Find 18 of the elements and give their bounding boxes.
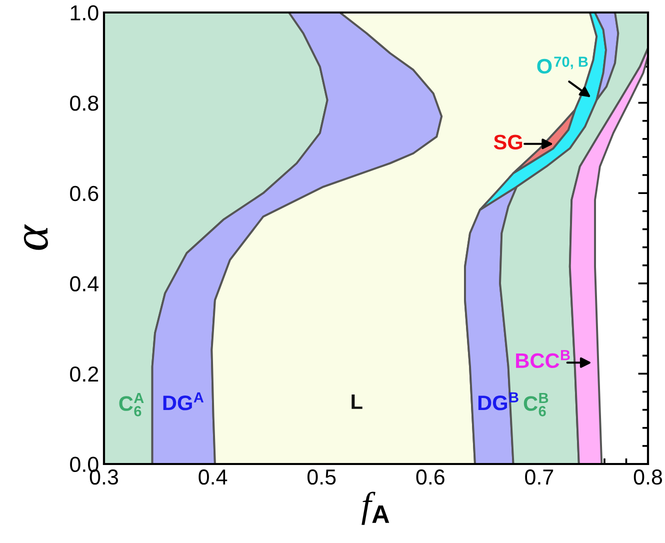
y-axis-title: α (24, 224, 48, 250)
x-tick-label: 0.8 (634, 469, 662, 485)
y-tick-label: 0.4 (70, 276, 99, 292)
x-tick-label: 0.7 (525, 469, 554, 485)
x-tick-label: 0.6 (416, 469, 444, 485)
y-tick-label: 0.2 (70, 366, 98, 382)
x-tick-label: 0.5 (307, 469, 336, 485)
y-tick-label: 1.0 (70, 5, 98, 21)
annotation: SG (494, 134, 522, 150)
x-axis-title: f$_{A}$ (362, 492, 390, 525)
annotation: C$^{A}$$_{6}$ (119, 392, 144, 416)
x-tick-label: 0.4 (198, 469, 228, 485)
y-tick-label: 0.8 (70, 96, 98, 111)
y-tick-label: 0.6 (70, 186, 98, 202)
annotation: DG$^{A}$ (163, 392, 204, 410)
annotation: L (352, 394, 362, 409)
annotation: C$^{B}$$_{6}$ (524, 392, 548, 416)
annotation: BCC$^{B}$ (516, 350, 570, 368)
